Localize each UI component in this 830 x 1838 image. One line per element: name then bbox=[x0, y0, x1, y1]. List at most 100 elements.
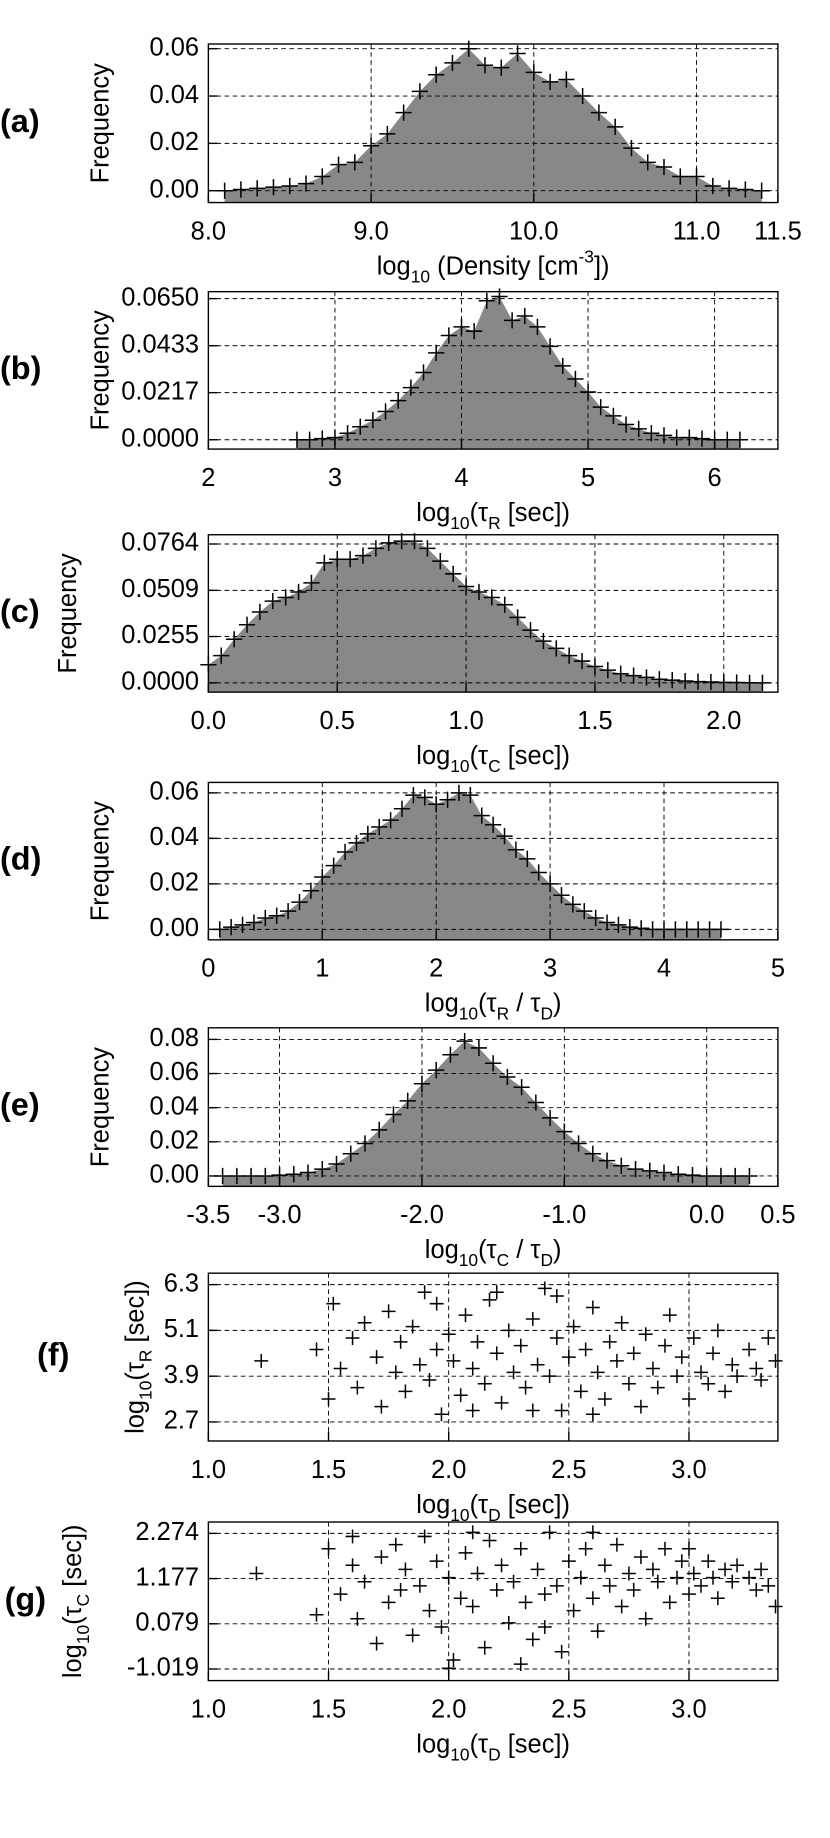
plus-marker bbox=[541, 73, 559, 90]
plus-marker bbox=[530, 1562, 545, 1577]
plus-marker bbox=[445, 565, 462, 582]
plus-marker bbox=[339, 425, 356, 442]
plus-marker bbox=[549, 1331, 564, 1345]
plus-marker bbox=[527, 1094, 544, 1111]
plus-marker bbox=[639, 154, 656, 171]
plus-marker bbox=[682, 1541, 696, 1556]
panel-label: (b) bbox=[0, 350, 41, 386]
y-tick-label: 0.0764 bbox=[121, 529, 199, 557]
plus-marker bbox=[417, 1285, 432, 1300]
plus-marker bbox=[345, 1331, 360, 1345]
y-tick-label: 0.02 bbox=[150, 128, 200, 156]
plus-marker bbox=[704, 177, 721, 195]
x-tick-label: 1.0 bbox=[191, 1695, 226, 1723]
plus-marker bbox=[621, 918, 638, 936]
plus-marker bbox=[725, 1357, 740, 1372]
plus-marker bbox=[432, 552, 449, 570]
plus-marker bbox=[499, 1068, 516, 1086]
plus-marker bbox=[566, 1319, 581, 1334]
plot-frame bbox=[207, 1521, 779, 1682]
panel-label: (e) bbox=[0, 1087, 40, 1123]
x-axis-label-part: [sec]) bbox=[501, 499, 570, 527]
y-tick-label: 0.04 bbox=[150, 1092, 200, 1120]
y-tick-label: 3.9 bbox=[164, 1361, 199, 1389]
x-tick-label: 1.5 bbox=[577, 707, 612, 735]
y-tick-label: 5.1 bbox=[164, 1315, 199, 1343]
plus-marker bbox=[579, 383, 597, 401]
y-axis-label-part: (τ bbox=[59, 1606, 87, 1625]
plus-marker bbox=[693, 430, 711, 447]
x-tick-label: 3 bbox=[328, 464, 342, 492]
plus-marker bbox=[706, 1346, 720, 1361]
x-axis-label-part: D bbox=[540, 1250, 553, 1270]
x-axis-label-part: D bbox=[488, 1744, 501, 1764]
x-axis-label-part: log bbox=[377, 252, 411, 280]
plus-marker bbox=[768, 1353, 783, 1368]
plus-marker bbox=[441, 1327, 456, 1342]
plus-marker bbox=[541, 338, 559, 355]
plus-marker bbox=[342, 1145, 359, 1162]
plus-marker bbox=[753, 182, 770, 199]
plus-marker bbox=[701, 1376, 716, 1391]
plus-marker bbox=[356, 1135, 374, 1152]
x-axis-label-part: C bbox=[497, 1250, 510, 1270]
plus-marker bbox=[478, 292, 495, 309]
plus-marker bbox=[567, 370, 584, 388]
histogram-area bbox=[224, 48, 762, 203]
plus-marker bbox=[346, 154, 363, 171]
plus-marker bbox=[385, 1106, 402, 1123]
plus-marker bbox=[489, 1583, 504, 1597]
plus-marker bbox=[621, 1566, 636, 1581]
y-tick-label: 0.0000 bbox=[121, 424, 199, 452]
plus-marker bbox=[605, 407, 622, 424]
plus-marker bbox=[268, 907, 285, 924]
plus-marker bbox=[325, 857, 342, 874]
plus-marker bbox=[730, 1558, 745, 1573]
x-tick-label: -2.0 bbox=[400, 1201, 444, 1229]
plus-marker bbox=[381, 1304, 396, 1319]
plus-marker bbox=[725, 1574, 740, 1589]
plus-marker bbox=[548, 640, 565, 657]
x-axis-label-part: log bbox=[425, 1236, 459, 1264]
plus-marker bbox=[688, 168, 705, 185]
plus-marker bbox=[694, 1578, 708, 1593]
x-axis-label-part: -3 bbox=[579, 246, 594, 266]
y-axis-label: Frequency bbox=[87, 310, 115, 431]
x-axis-label: log10(τC [sec]) bbox=[416, 742, 570, 776]
x-axis-label-part: (τ bbox=[478, 1236, 497, 1264]
y-axis-label: Frequency bbox=[54, 553, 82, 674]
plus-marker bbox=[662, 1308, 677, 1323]
plus-marker bbox=[554, 1403, 569, 1418]
y-tick-label: 2.7 bbox=[164, 1407, 199, 1435]
plus-marker bbox=[701, 1554, 716, 1569]
plus-marker bbox=[429, 1554, 444, 1569]
plus-marker bbox=[658, 1541, 672, 1556]
plus-marker bbox=[731, 431, 749, 448]
y-axis-label: log10(τC [sec]) bbox=[59, 1524, 93, 1678]
plus-marker bbox=[485, 1055, 502, 1072]
plus-marker bbox=[249, 1566, 264, 1581]
plus-marker bbox=[561, 1350, 576, 1365]
plus-marker bbox=[590, 1365, 605, 1380]
plus-marker bbox=[453, 318, 470, 335]
plus-marker bbox=[453, 1388, 468, 1403]
x-axis-label-part: 10 bbox=[450, 512, 469, 532]
plus-marker bbox=[314, 868, 331, 886]
plus-marker bbox=[314, 1161, 331, 1178]
plus-marker bbox=[348, 834, 365, 852]
x-axis-label-part: log bbox=[416, 1491, 450, 1519]
plus-marker bbox=[749, 1583, 764, 1597]
x-tick-label: 3 bbox=[543, 955, 557, 983]
plus-marker bbox=[509, 609, 526, 626]
plus-marker bbox=[470, 1566, 485, 1581]
panel-label: (f) bbox=[37, 1337, 69, 1373]
x-axis-label-part: log bbox=[416, 1730, 450, 1758]
x-tick-label: 1 bbox=[315, 955, 329, 983]
plus-marker bbox=[573, 652, 591, 670]
plus-marker bbox=[506, 1365, 521, 1380]
plus-marker bbox=[359, 825, 376, 842]
y-tick-label: 0.079 bbox=[135, 1609, 199, 1637]
plus-marker bbox=[213, 647, 230, 664]
x-tick-label: 2.5 bbox=[551, 1695, 586, 1723]
